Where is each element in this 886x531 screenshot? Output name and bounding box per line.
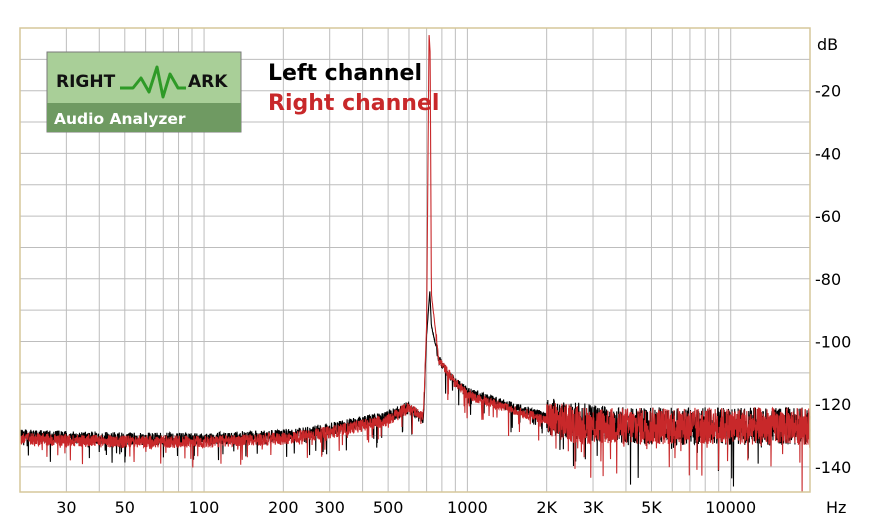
- x-tick-label: 1000: [447, 498, 488, 517]
- x-tick-label: 300: [314, 498, 345, 517]
- y-tick-label: -20: [815, 82, 841, 101]
- y-tick-label: -60: [815, 207, 841, 226]
- y-tick-label: -140: [815, 458, 851, 477]
- x-tick-label: 2K: [536, 498, 557, 517]
- x-tick-label: 5K: [641, 498, 662, 517]
- plot-border: [19, 27, 811, 493]
- x-tick-label: 200: [268, 498, 299, 517]
- y-tick-label: -80: [815, 270, 841, 289]
- y-axis-label: dB: [817, 35, 838, 54]
- x-tick-label: 10000: [705, 498, 756, 517]
- logo-word-ark: ARK: [188, 72, 228, 92]
- logo: RIGHT ARK Audio Analyzer: [46, 51, 242, 133]
- legend-left-channel: Left channel: [268, 61, 422, 86]
- traces: [19, 35, 811, 493]
- x-tick-label: 3K: [583, 498, 604, 517]
- x-axis-label: Hz: [826, 498, 846, 517]
- y-tick-label: -120: [815, 395, 851, 414]
- y-tick-label: -40: [815, 144, 841, 163]
- x-tick-label: 500: [373, 498, 404, 517]
- y-tick-label: -100: [815, 333, 851, 352]
- logo-word-right: RIGHT: [56, 72, 116, 92]
- logo-subtitle: Audio Analyzer: [54, 110, 186, 128]
- trace-right-channel: [19, 35, 811, 493]
- legend-right-channel: Right channel: [268, 91, 439, 116]
- x-tick-label: 30: [56, 498, 76, 517]
- logo-wave-icon: [120, 65, 186, 99]
- x-tick-label: 100: [189, 498, 220, 517]
- logo-band: [47, 103, 241, 132]
- x-tick-label: 50: [115, 498, 135, 517]
- y-axis-ticks: -20 -40 -60 -80 -100 -120 -140: [815, 82, 851, 477]
- x-axis-ticks: 30 50 100 200 300 500 1000 2K 3K 5K 10000: [56, 498, 756, 517]
